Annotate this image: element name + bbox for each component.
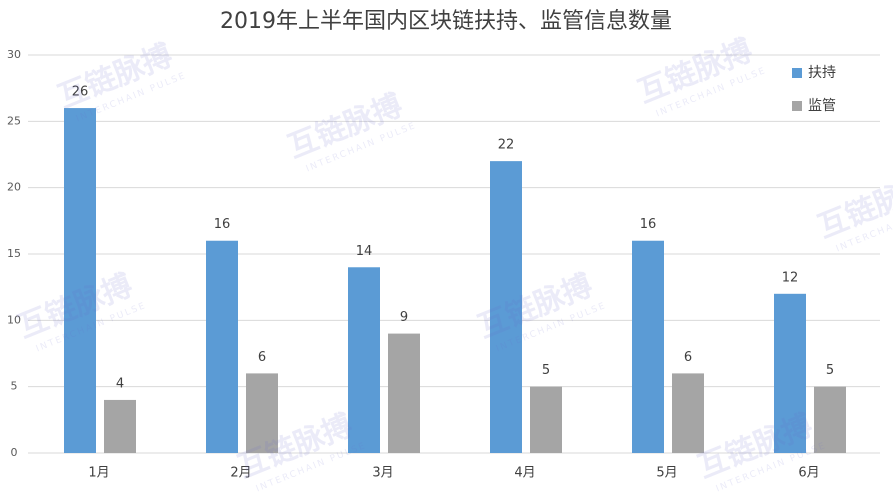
- x-tick-label: 3月: [372, 466, 393, 481]
- bar: [530, 386, 562, 453]
- y-tick-label: 10: [7, 313, 21, 326]
- value-label: 16: [640, 217, 657, 232]
- bar: [774, 293, 806, 453]
- y-tick-label: 20: [7, 181, 21, 194]
- y-tick-label: 15: [7, 247, 21, 260]
- value-label: 6: [684, 350, 692, 365]
- value-label: 5: [826, 363, 834, 378]
- bar: [490, 161, 522, 453]
- legend-label: 监管: [808, 98, 836, 114]
- legend-swatch: [792, 68, 802, 78]
- y-tick-label: 5: [11, 380, 18, 393]
- chart-title: 2019年上半年国内区块链扶持、监管信息数量: [220, 9, 672, 34]
- value-label: 14: [356, 244, 373, 259]
- value-label: 26: [72, 85, 89, 100]
- bar: [632, 240, 664, 453]
- legend-label: 扶持: [808, 65, 836, 81]
- bar: [388, 333, 420, 453]
- x-tick-label: 5月: [656, 466, 677, 481]
- value-label: 9: [400, 310, 408, 325]
- y-tick-label: 30: [7, 48, 21, 61]
- bar: [672, 373, 704, 453]
- bar: [348, 267, 380, 453]
- x-tick-label: 6月: [798, 466, 819, 481]
- value-label: 12: [782, 270, 799, 285]
- bar: [64, 108, 96, 454]
- bar: [104, 399, 136, 453]
- value-label: 6: [258, 350, 266, 365]
- x-tick-label: 1月: [88, 466, 109, 481]
- bar: [246, 373, 278, 453]
- x-tick-label: 4月: [514, 466, 535, 481]
- y-tick-label: 0: [11, 446, 18, 459]
- x-tick-label: 2月: [230, 466, 251, 481]
- y-tick-label: 25: [7, 114, 21, 127]
- value-label: 4: [116, 376, 124, 391]
- value-label: 5: [542, 363, 550, 378]
- legend-swatch: [792, 101, 802, 111]
- value-label: 16: [214, 217, 231, 232]
- bar: [814, 386, 846, 453]
- value-label: 22: [498, 138, 515, 153]
- bar: [206, 240, 238, 453]
